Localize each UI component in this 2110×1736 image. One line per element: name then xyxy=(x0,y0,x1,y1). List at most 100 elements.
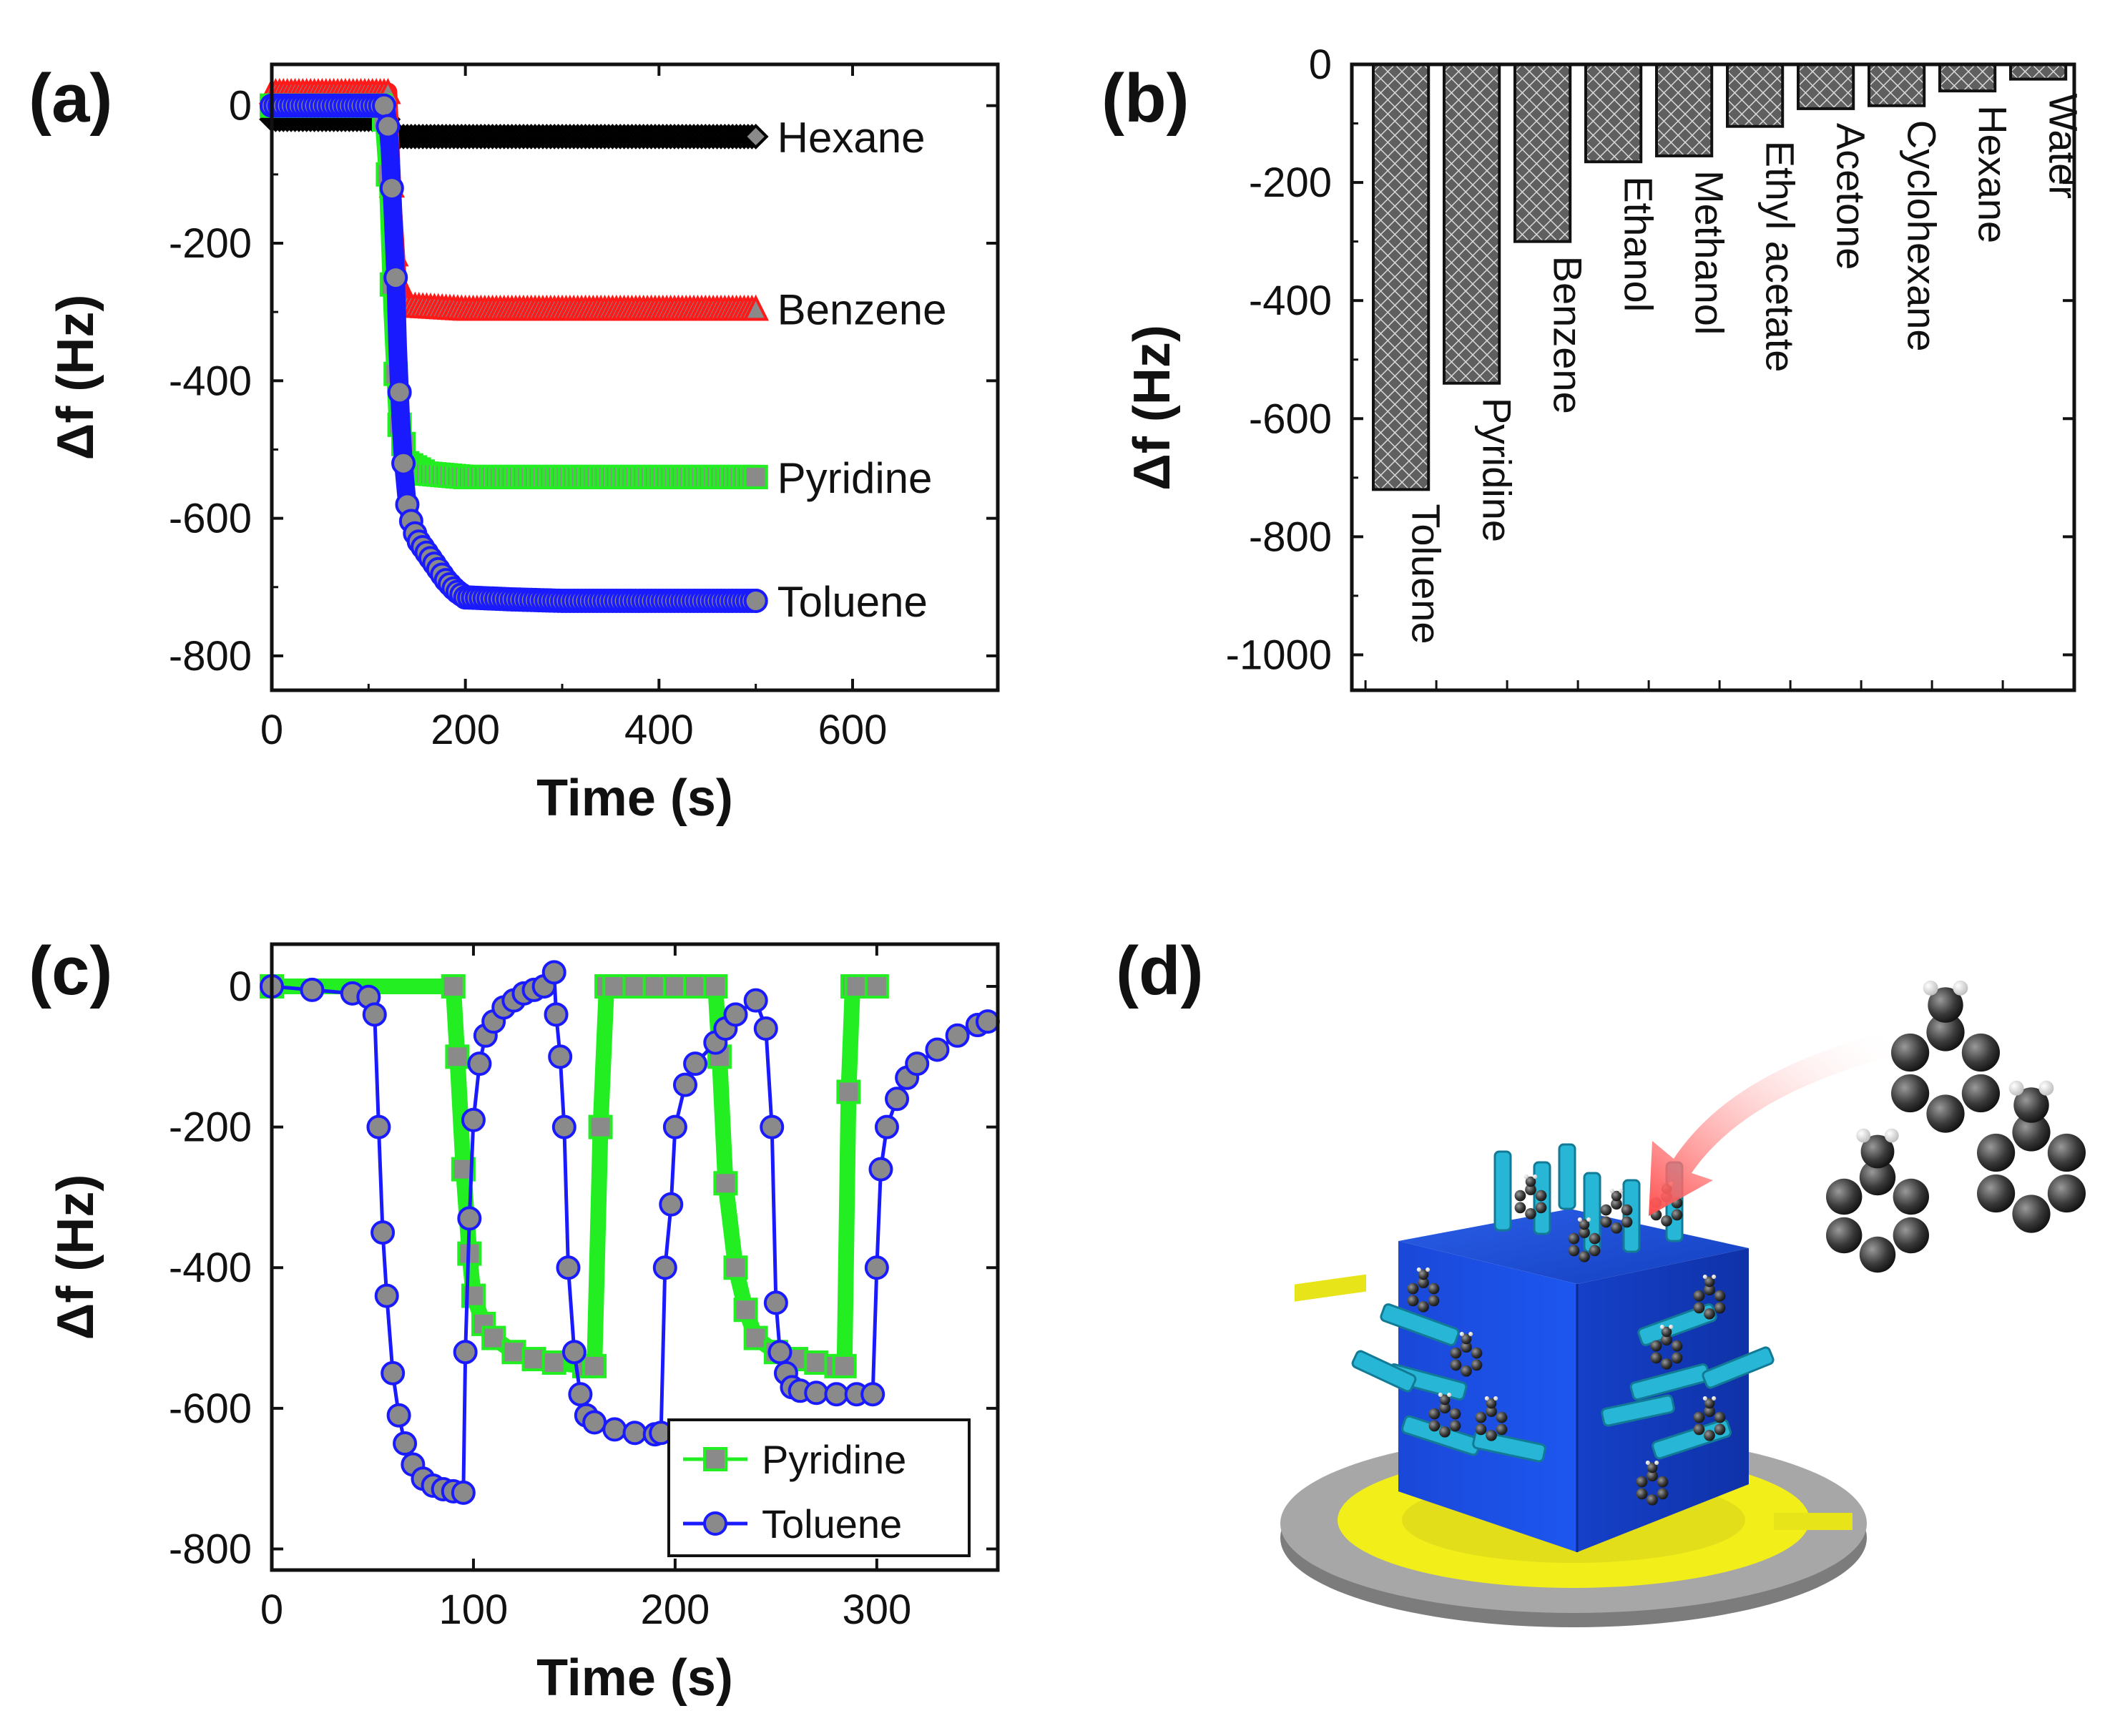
carbon-atom xyxy=(1693,1411,1705,1423)
bar-label-methanol: Methanol xyxy=(1687,170,1732,335)
carbon-atom xyxy=(1826,1178,1863,1215)
bar-hexane xyxy=(1938,63,1997,93)
methyl-carbon xyxy=(1579,1219,1590,1230)
carbon-atom xyxy=(1600,1204,1612,1216)
data-point xyxy=(582,1410,607,1435)
y-tick-label: -200 xyxy=(1249,160,1332,206)
adsorbed-toluene xyxy=(1450,1331,1483,1377)
data-point xyxy=(723,1255,748,1280)
x-tick-label: 0 xyxy=(260,707,283,753)
carbon-atom xyxy=(1893,1178,1929,1215)
data-point xyxy=(945,1023,970,1048)
data-point xyxy=(925,1037,950,1062)
hydrogen-atom xyxy=(1577,1217,1582,1222)
y-tick-label: -400 xyxy=(169,1245,252,1291)
x-tick-label: 0 xyxy=(260,1587,283,1633)
carbon-atom xyxy=(1650,1340,1662,1352)
data-point xyxy=(703,1511,727,1536)
data-point xyxy=(541,1350,566,1375)
methyl-carbon xyxy=(1928,987,1963,1023)
data-point xyxy=(723,1002,748,1027)
y-tick-label: 0 xyxy=(1309,41,1332,88)
series-line xyxy=(272,96,756,486)
carbon-atom xyxy=(1496,1411,1508,1423)
data-point xyxy=(541,960,566,985)
data-point xyxy=(602,974,627,999)
data-point xyxy=(568,1382,593,1407)
chart-b: Toluene Pyridine Benzene Ethanol Methanol Eth… xyxy=(1124,41,2086,692)
data-point xyxy=(379,176,404,201)
carbon-atom xyxy=(1704,1406,1715,1418)
data-point xyxy=(874,1114,899,1139)
carbon-atom xyxy=(1826,1217,1863,1254)
carbon-atom xyxy=(1475,1411,1487,1423)
bar-label-hexane: Hexane xyxy=(1971,105,2016,243)
carbon-atom xyxy=(1611,1222,1622,1234)
y-tick-label: 0 xyxy=(229,83,252,129)
data-point xyxy=(652,1255,677,1280)
data-point xyxy=(602,1417,627,1442)
toluene-molecule xyxy=(1826,1128,1929,1273)
series-label-pyridine: Pyridine xyxy=(777,454,933,502)
data-point xyxy=(561,1340,587,1365)
data-point xyxy=(386,1403,411,1428)
series-pyridine xyxy=(260,93,768,489)
hydrogen-atom xyxy=(1619,1188,1624,1194)
adsorbed-toluene xyxy=(1693,1274,1726,1320)
carbon-atom xyxy=(1636,1476,1648,1488)
y-tick-label: -800 xyxy=(169,633,252,680)
data-point xyxy=(703,1447,727,1471)
data-point xyxy=(864,1255,889,1280)
electrode-lead-left xyxy=(1295,1274,1366,1302)
carbon-atom xyxy=(1647,1470,1658,1482)
bar-label-pyridine: Pyridine xyxy=(1475,398,1520,542)
data-point xyxy=(371,93,396,118)
y-tick-label: -400 xyxy=(169,358,252,404)
series-line xyxy=(272,96,756,610)
carbon-atom xyxy=(1461,1341,1472,1353)
carbon-atom xyxy=(1714,1290,1726,1302)
adsorbed-toluene xyxy=(1514,1174,1547,1220)
hydrogen-atom xyxy=(2008,1080,2024,1096)
carbon-atom xyxy=(1450,1359,1462,1371)
carbon-atom xyxy=(1621,1204,1633,1216)
data-point xyxy=(844,974,869,999)
adsorbed-toluene xyxy=(1568,1217,1601,1262)
data-point xyxy=(767,1340,793,1365)
hydrogen-atom xyxy=(1533,1174,1538,1180)
data-point xyxy=(742,124,769,149)
data-point xyxy=(836,1079,861,1104)
hydrogen-atom xyxy=(1923,980,1938,996)
carbon-atom xyxy=(1428,1420,1441,1432)
x-tick-label: 100 xyxy=(439,1587,509,1633)
hydrogen-atom xyxy=(1426,1267,1431,1272)
chart-c: 0 100 200 300 0 -200 -400 -600 -800 Pyridine Tolue… xyxy=(47,942,1000,1707)
data-point xyxy=(864,974,889,999)
data-point xyxy=(753,1016,778,1041)
data-point xyxy=(374,1283,399,1308)
hydrogen-atom xyxy=(1884,1128,1899,1143)
methyl-carbon xyxy=(1860,1134,1895,1169)
bar-toluene xyxy=(1372,63,1431,491)
data-point xyxy=(366,1114,391,1139)
y-tick-label: -600 xyxy=(169,1386,252,1432)
data-point xyxy=(743,1325,768,1350)
hydrogen-atom xyxy=(1659,1324,1664,1330)
y-axis-title: Δf (Hz) xyxy=(1124,325,1181,491)
y-tick-label: -600 xyxy=(169,496,252,542)
series-label-toluene: Toluene xyxy=(777,578,928,626)
hydrogen-atom xyxy=(1586,1217,1591,1222)
hydrogen-atom xyxy=(1645,1460,1650,1466)
legend: Pyridine Toluene xyxy=(667,1418,971,1557)
carbon-atom xyxy=(1704,1284,1715,1296)
carbon-atom xyxy=(1636,1488,1648,1500)
data-point xyxy=(975,1009,1000,1034)
panel-a-label: (a) xyxy=(29,60,112,137)
series-hexane xyxy=(259,107,769,149)
adsorption-illustration xyxy=(1280,980,2086,1627)
carbon-atom xyxy=(1535,1190,1547,1202)
carbon-atom xyxy=(1471,1359,1483,1371)
carbon-atom xyxy=(1418,1277,1429,1289)
x-axis-title: Time (s) xyxy=(536,770,733,827)
data-point xyxy=(548,1044,573,1069)
